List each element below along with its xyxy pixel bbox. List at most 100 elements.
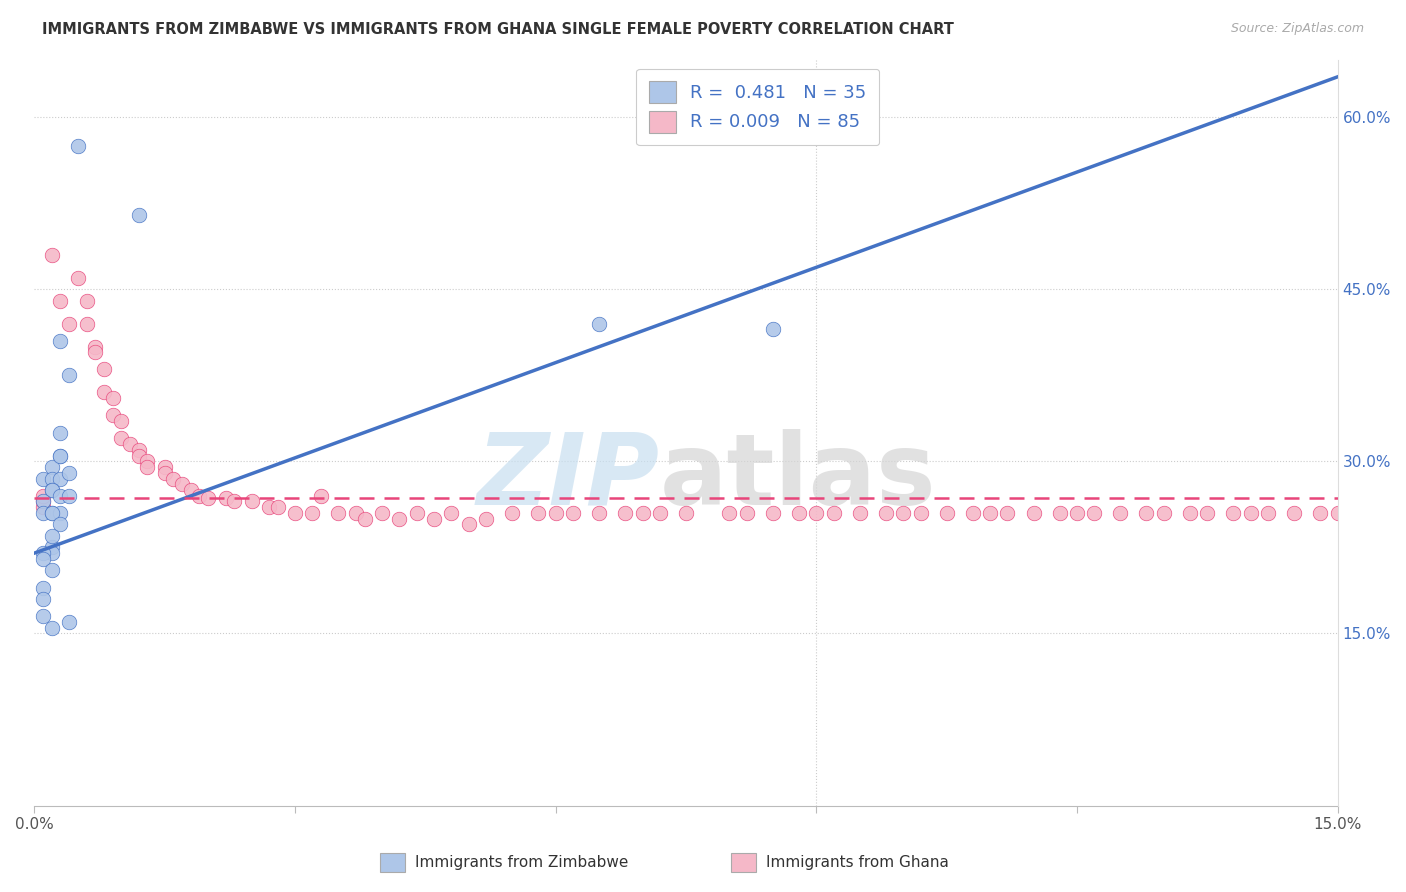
Point xyxy=(423,511,446,525)
Point xyxy=(32,609,55,624)
Point xyxy=(544,506,567,520)
Point xyxy=(32,581,55,595)
Point xyxy=(110,431,132,445)
Point xyxy=(1135,506,1157,520)
Point xyxy=(180,483,202,497)
Point xyxy=(527,506,550,520)
Point xyxy=(588,506,610,520)
Point xyxy=(49,334,72,348)
Point xyxy=(631,506,654,520)
Point xyxy=(76,317,98,331)
Point xyxy=(1022,506,1045,520)
Point xyxy=(891,506,914,520)
Point xyxy=(344,506,367,520)
Point xyxy=(1178,506,1201,520)
Point xyxy=(58,466,80,480)
Point xyxy=(49,489,72,503)
Point xyxy=(1153,506,1175,520)
Point xyxy=(475,511,498,525)
Point xyxy=(41,546,63,560)
Point xyxy=(457,517,479,532)
Point xyxy=(162,471,184,485)
Point xyxy=(58,489,80,503)
Point xyxy=(101,409,124,423)
Point xyxy=(84,345,107,359)
Point xyxy=(1222,506,1244,520)
Point xyxy=(240,494,263,508)
Point xyxy=(1257,506,1279,520)
Point xyxy=(93,362,115,376)
Point xyxy=(41,621,63,635)
Point xyxy=(1309,506,1331,520)
Point xyxy=(188,489,211,503)
Point xyxy=(718,506,741,520)
Point xyxy=(153,466,176,480)
Point xyxy=(875,506,897,520)
Text: ZIP: ZIP xyxy=(477,429,659,526)
Point xyxy=(76,293,98,308)
Point xyxy=(614,506,637,520)
Point xyxy=(257,500,280,515)
Point xyxy=(301,506,323,520)
Text: IMMIGRANTS FROM ZIMBABWE VS IMMIGRANTS FROM GHANA SINGLE FEMALE POVERTY CORRELAT: IMMIGRANTS FROM ZIMBABWE VS IMMIGRANTS F… xyxy=(42,22,955,37)
Point xyxy=(1197,506,1219,520)
Point xyxy=(58,368,80,383)
Legend: R =  0.481   N = 35, R = 0.009   N = 85: R = 0.481 N = 35, R = 0.009 N = 85 xyxy=(636,69,879,145)
Point xyxy=(353,511,375,525)
Point xyxy=(440,506,463,520)
Point xyxy=(648,506,671,520)
Point xyxy=(762,506,785,520)
Point xyxy=(41,460,63,475)
Point xyxy=(128,208,150,222)
Point xyxy=(501,506,523,520)
Point xyxy=(197,491,219,505)
Point xyxy=(66,270,89,285)
Point xyxy=(41,483,63,497)
Point xyxy=(1109,506,1132,520)
Point xyxy=(128,442,150,457)
Point xyxy=(32,494,55,508)
Point xyxy=(49,517,72,532)
Point xyxy=(32,592,55,607)
Point xyxy=(49,471,72,485)
Point xyxy=(849,506,872,520)
Point xyxy=(284,506,307,520)
Text: atlas: atlas xyxy=(659,429,936,526)
Point xyxy=(136,454,159,468)
Point xyxy=(214,491,236,505)
Point xyxy=(93,385,115,400)
Point xyxy=(66,138,89,153)
Point xyxy=(562,506,585,520)
Point xyxy=(309,489,332,503)
Point xyxy=(101,391,124,405)
Point xyxy=(41,483,63,497)
Point xyxy=(762,322,785,336)
Point xyxy=(84,339,107,353)
Point xyxy=(41,563,63,577)
Point xyxy=(1282,506,1305,520)
Point xyxy=(128,449,150,463)
Point xyxy=(1049,506,1071,520)
Point xyxy=(787,506,810,520)
Point xyxy=(58,615,80,629)
Point xyxy=(224,494,246,508)
Point xyxy=(172,477,194,491)
Point xyxy=(41,248,63,262)
Point xyxy=(388,511,411,525)
Point xyxy=(962,506,984,520)
Point xyxy=(49,449,72,463)
Point xyxy=(49,449,72,463)
Point xyxy=(979,506,1001,520)
Point xyxy=(823,506,845,520)
Point xyxy=(1066,506,1088,520)
Point xyxy=(266,500,288,515)
Point xyxy=(1083,506,1105,520)
Point xyxy=(41,506,63,520)
Text: Immigrants from Ghana: Immigrants from Ghana xyxy=(766,855,949,870)
Point xyxy=(110,414,132,428)
Point xyxy=(32,494,55,508)
Point xyxy=(41,529,63,543)
Point xyxy=(118,437,141,451)
Point xyxy=(49,425,72,440)
Point xyxy=(997,506,1019,520)
